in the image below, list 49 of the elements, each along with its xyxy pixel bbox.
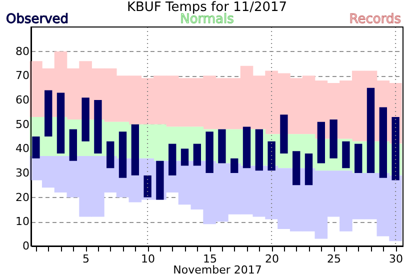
text: Normals	[180, 12, 234, 27]
bar	[255, 129, 264, 171]
bar	[268, 141, 276, 171]
bar	[69, 129, 78, 161]
bar	[304, 154, 313, 186]
bar	[144, 175, 152, 198]
text: Records	[349, 12, 402, 27]
y-tick-label: 10	[16, 215, 30, 228]
y-tick-label: 20	[16, 190, 30, 204]
y-tick-label: 40	[16, 142, 30, 156]
bar	[106, 141, 114, 168]
x-tick-label: 5	[82, 252, 90, 266]
x-tick-label: 25	[327, 252, 342, 266]
bar	[94, 100, 102, 154]
x-tick-label: 20	[265, 252, 280, 266]
bar	[168, 144, 176, 176]
y-tick-label: 30	[16, 166, 30, 180]
bar	[330, 119, 338, 158]
bar	[44, 90, 52, 136]
text: Observed	[6, 12, 69, 27]
bar	[118, 132, 127, 178]
bar	[354, 144, 362, 173]
x-tick-label: 10	[141, 252, 156, 266]
y-tick-label: 50	[16, 118, 30, 131]
bar	[342, 141, 350, 168]
bar	[242, 126, 251, 168]
bar	[317, 122, 326, 164]
bar	[280, 114, 288, 154]
bar	[218, 129, 226, 164]
bar	[82, 98, 90, 142]
y-tick-label: 70	[16, 69, 30, 82]
x-axis-title: November 2017	[173, 264, 262, 276]
bar	[131, 124, 140, 176]
bar	[366, 88, 375, 173]
bar	[292, 151, 300, 186]
x-tick-label: 30	[389, 252, 404, 266]
bar	[379, 107, 388, 178]
bar	[193, 144, 202, 166]
y-tick-label: 80	[16, 44, 30, 58]
bar	[32, 136, 40, 158]
bar	[206, 132, 214, 173]
bar	[392, 117, 400, 180]
bar	[156, 160, 164, 200]
bar	[180, 148, 189, 166]
y-tick-label: 0	[22, 240, 30, 252]
y-tick-label: 60	[16, 94, 30, 106]
bar	[56, 92, 65, 154]
x-tick-label: 15	[203, 252, 218, 266]
bar	[230, 158, 238, 173]
